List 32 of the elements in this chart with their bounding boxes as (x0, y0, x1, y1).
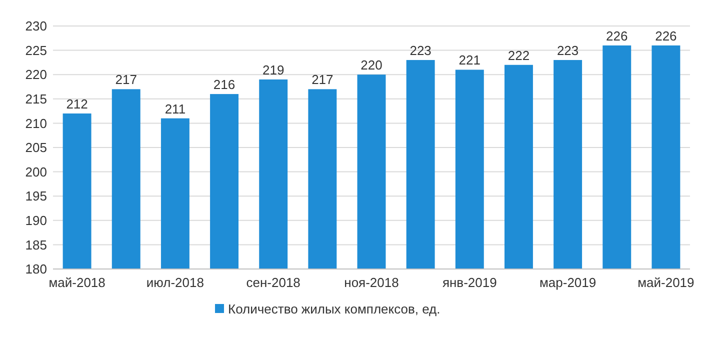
y-tick-label: 230 (25, 18, 47, 34)
x-tick-label: ноя-2018 (344, 275, 399, 290)
y-tick-label: 200 (25, 164, 47, 180)
data-label: 223 (556, 43, 579, 58)
data-label: 211 (164, 101, 186, 116)
data-label: 212 (66, 96, 88, 112)
y-tick-label: 210 (25, 116, 47, 131)
data-label: 217 (115, 72, 137, 88)
legend-label: Количество жилых комплексов, ед. (228, 302, 440, 317)
x-tick-label: июл-2018 (146, 275, 204, 290)
y-tick-label: 215 (25, 91, 47, 106)
y-tick-label: 180 (25, 262, 47, 277)
y-tick-label: 205 (25, 140, 47, 156)
data-label: 226 (606, 28, 628, 44)
data-label: 222 (508, 48, 530, 63)
x-tick-label: мар-2019 (539, 275, 596, 290)
y-tick-label: 225 (25, 42, 47, 58)
y-tick-label: 190 (25, 212, 47, 228)
data-label: 216 (213, 77, 236, 92)
x-tick-label: май-2018 (48, 275, 106, 290)
data-label: 226 (655, 28, 677, 44)
data-label: 221 (458, 52, 481, 68)
data-label: 217 (312, 72, 334, 88)
data-label: 220 (360, 58, 382, 73)
x-tick-label: янв-2019 (442, 275, 497, 290)
x-tick-label: сен-2018 (246, 275, 300, 290)
data-label: 219 (262, 62, 284, 78)
x-tick-label: май-2019 (638, 275, 694, 290)
data-label: 223 (410, 43, 432, 58)
y-tick-label: 195 (25, 188, 47, 204)
y-tick-label: 185 (25, 237, 47, 252)
y-tick-label: 220 (25, 67, 47, 82)
